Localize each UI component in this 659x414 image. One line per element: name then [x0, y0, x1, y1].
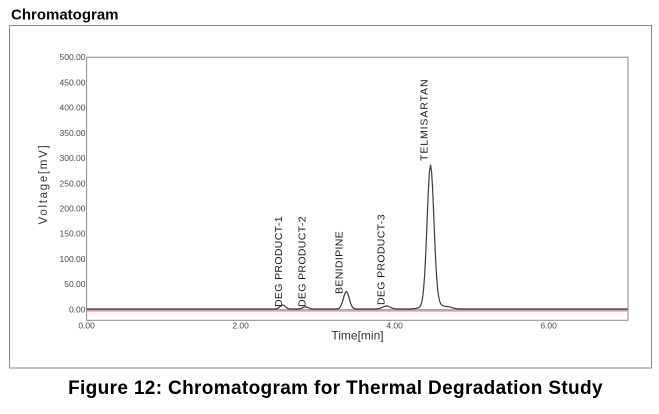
svg-text:500.00: 500.00 [60, 52, 86, 62]
svg-text:DEG PRODUCT-1: DEG PRODUCT-1 [273, 216, 285, 307]
svg-text:DEG PRODUCT-3: DEG PRODUCT-3 [376, 214, 388, 305]
svg-text:100.00: 100.00 [60, 254, 86, 264]
svg-text:350.00: 350.00 [60, 128, 86, 138]
svg-text:6.00: 6.00 [540, 321, 557, 331]
svg-text:BENIDIPINE: BENIDIPINE [333, 231, 345, 294]
svg-text:450.00: 450.00 [60, 77, 86, 87]
svg-text:250.00: 250.00 [60, 178, 86, 188]
svg-text:0.00: 0.00 [69, 304, 86, 314]
svg-text:4.00: 4.00 [386, 321, 403, 331]
svg-text:2.00: 2.00 [232, 321, 249, 331]
svg-text:400.00: 400.00 [60, 103, 86, 113]
svg-text:Time[min]: Time[min] [331, 328, 383, 342]
svg-text:50.00: 50.00 [64, 279, 86, 289]
svg-text:DEG PRODUCT-2: DEG PRODUCT-2 [296, 216, 308, 307]
svg-text:Chromatogram: Chromatogram [11, 7, 119, 24]
svg-text:Figure 12: Chromatogram for Th: Figure 12: Chromatogram for Thermal Degr… [68, 378, 603, 399]
svg-text:150.00: 150.00 [60, 229, 86, 239]
svg-text:200.00: 200.00 [60, 204, 86, 214]
svg-text:TELMISARTAN: TELMISARTAN [419, 79, 431, 161]
svg-text:Voltage[mV]: Voltage[mV] [38, 144, 50, 225]
svg-text:0.00: 0.00 [78, 321, 95, 331]
svg-text:300.00: 300.00 [60, 153, 86, 163]
